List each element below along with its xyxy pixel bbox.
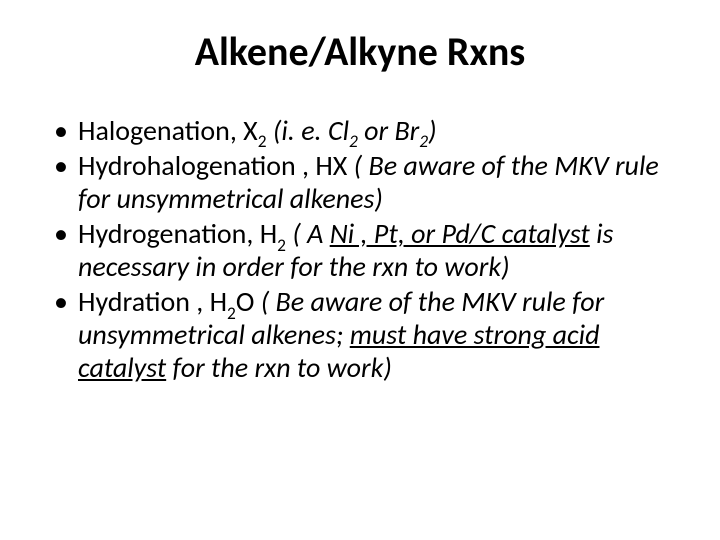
italic-text: (i. e. Cl: [273, 113, 349, 148]
slide: Alkene/Alkyne Rxns Halogenation, X2 (i. …: [0, 0, 720, 540]
bullet-text: O: [236, 284, 261, 319]
subscript: 2: [277, 234, 286, 256]
bullet-text: Hydrohalogenation , HX: [78, 148, 354, 183]
slide-title: Alkene/Alkyne Rxns: [30, 30, 690, 74]
bullet-text: Hydration , H: [78, 284, 227, 319]
list-item: Halogenation, X2 (i. e. Cl2 or Br2): [54, 114, 690, 147]
underlined-text: Ni , Pt, or Pd/C catalyst: [330, 216, 590, 251]
italic-text: ): [428, 113, 437, 148]
bullet-list: Halogenation, X2 (i. e. Cl2 or Br2) Hydr…: [30, 114, 690, 386]
list-item: Hydrohalogenation , HX ( Be aware of the…: [54, 149, 690, 215]
list-item: Hydrogenation, H2 ( A Ni , Pt, or Pd/C c…: [54, 217, 690, 283]
subscript: 2: [227, 302, 236, 324]
italic-text: ( A: [292, 216, 329, 251]
list-item: Hydration , H2O ( Be aware of the MKV ru…: [54, 285, 690, 384]
italic-text: for the rxn to work): [166, 350, 392, 385]
bullet-text: Halogenation, X: [78, 113, 258, 148]
bullet-text: Hydrogenation, H: [78, 216, 277, 251]
italic-text: or Br: [358, 113, 419, 148]
